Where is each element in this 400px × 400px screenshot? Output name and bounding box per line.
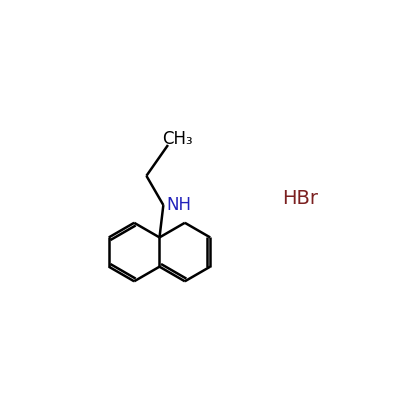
- Text: HBr: HBr: [282, 189, 318, 208]
- Text: CH₃: CH₃: [162, 130, 192, 148]
- Text: NH: NH: [166, 196, 192, 214]
